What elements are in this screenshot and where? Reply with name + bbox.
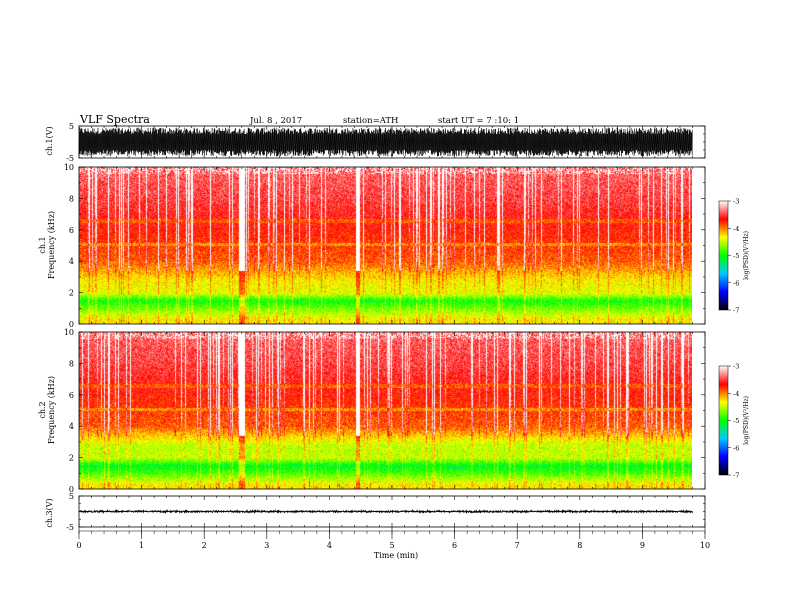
ylabel-unit: Frequency (kHz) xyxy=(47,376,56,444)
ch1-colorbar-tick-label: -6 xyxy=(733,279,739,287)
x-tick-label: 7 xyxy=(515,541,520,550)
ch3-waveform-panel: 5 -5 xyxy=(66,492,706,532)
ch3-waveform-ytick-label: -5 xyxy=(66,523,74,532)
ch2-colorbar-label: log(PSD)(V²/Hz) xyxy=(743,396,750,445)
ch1-spectrogram-ytick-label: 6 xyxy=(69,226,74,235)
start-time-label: start UT = 7 :10: 1 xyxy=(438,116,519,126)
ch1-spectrogram-ylabel-group: ch.1Frequency (kHz) xyxy=(38,211,56,279)
ch1-colorbar-label: log(PSD)(V²/Hz) xyxy=(743,231,750,280)
ch2-colorbar: -3 -4 -5 -6 -7 log(PSD)(V²/Hz) xyxy=(718,363,750,480)
x-tick-label: 5 xyxy=(389,541,394,550)
ch2-spectrogram-ylabel: ch.2Frequency (kHz) xyxy=(38,376,56,444)
ch2-colorbar-tick-label: -7 xyxy=(733,472,739,480)
ch2-colorbar-tick-label: -5 xyxy=(733,417,739,425)
x-tick-label: 1 xyxy=(139,541,144,550)
ch1-colorbar: -3 -4 -5 -6 -7 log(PSD)(V²/Hz) xyxy=(718,198,750,315)
ch1-spectrogram-ytick-label: 4 xyxy=(69,257,74,266)
ch2-spectrogram-ytick-label: 4 xyxy=(69,422,74,431)
x-tick-label: 8 xyxy=(577,541,582,550)
ch1-colorbar-tick-label: -4 xyxy=(733,225,739,233)
ylabel-channel: ch.2 xyxy=(38,401,47,418)
ch2-spectrogram-ytick-label: 10 xyxy=(64,328,74,337)
ch1-spectrogram-ylabel: ch.1Frequency (kHz) xyxy=(38,211,56,279)
x-axis-label: Time (min) xyxy=(374,551,418,560)
x-tick-label: 3 xyxy=(264,541,269,550)
x-tick-label: 6 xyxy=(452,541,457,550)
x-tick-label: 9 xyxy=(640,541,645,550)
ch1-waveform-ytick-label: 5 xyxy=(69,122,74,131)
figure-title: VLF Spectra xyxy=(79,113,150,126)
ch2-colorbar-tick-label: -4 xyxy=(733,390,739,398)
ch2-colorbar-tick-label: -6 xyxy=(733,444,739,452)
ylabel-channel: ch.1 xyxy=(38,236,47,253)
ch2-colorbar-scale xyxy=(718,365,729,476)
ch2-spectrogram-ytick-label: 2 xyxy=(69,454,74,463)
ch2-colorbar-tick-label: -3 xyxy=(733,363,739,371)
ch2-spectrogram-panel: 0 2 4 6 8 10 xyxy=(64,328,706,494)
ch1-spectrogram-image xyxy=(79,167,692,324)
ch1-waveform-ylabel: ch.1(V) xyxy=(45,126,54,155)
ch2-spectrogram-ytick-label: 6 xyxy=(69,391,74,400)
colorbars: -3 -4 -5 -6 -7 log(PSD)(V²/Hz) -3 -4 -5 -6 -7 log(P… xyxy=(718,198,750,480)
ch1-spectrogram-ytick-label: 8 xyxy=(69,194,74,203)
ch2-spectrogram-ylabel-group: ch.2Frequency (kHz) xyxy=(38,376,56,444)
ch3-waveform-ytick-label: 5 xyxy=(69,492,74,501)
ch2-spectrogram-image xyxy=(79,332,692,489)
ch3-waveform-ylabel: ch.3(V) xyxy=(45,498,54,527)
x-tick-label: 0 xyxy=(76,541,81,550)
ch1-colorbar-tick-label: -3 xyxy=(733,198,739,206)
ch2-spectrogram-ytick-label: 0 xyxy=(69,485,74,494)
ch1-spectrogram-ytick-label: 2 xyxy=(69,289,74,298)
ch1-spectrogram-ytick-label: 10 xyxy=(64,163,74,172)
ch1-colorbar-tick-label: -7 xyxy=(733,307,739,315)
station-label: station=ATH xyxy=(343,116,398,126)
ch2-spectrogram-ytick-label: 8 xyxy=(69,359,74,368)
ch1-colorbar-scale xyxy=(718,200,729,311)
ch1-spectrogram-ytick-label: 0 xyxy=(69,320,74,329)
x-tick-label: 2 xyxy=(202,541,207,550)
x-tick-label: 4 xyxy=(327,541,332,550)
ch1-waveform-ytick-label: -5 xyxy=(66,154,74,163)
ch1-colorbar-tick-label: -5 xyxy=(733,252,739,260)
ch3-waveform-trace xyxy=(78,508,693,515)
ch1-spectrogram-panel: 0 2 4 6 8 10 xyxy=(64,163,706,329)
x-tick-label: 10 xyxy=(700,541,710,550)
ylabel-unit: Frequency (kHz) xyxy=(47,211,56,279)
ch1-waveform-panel: 5 -5 xyxy=(66,122,706,163)
date-label: Jul. 8 , 2017 xyxy=(249,116,302,126)
ch1-waveform-trace xyxy=(78,127,693,157)
